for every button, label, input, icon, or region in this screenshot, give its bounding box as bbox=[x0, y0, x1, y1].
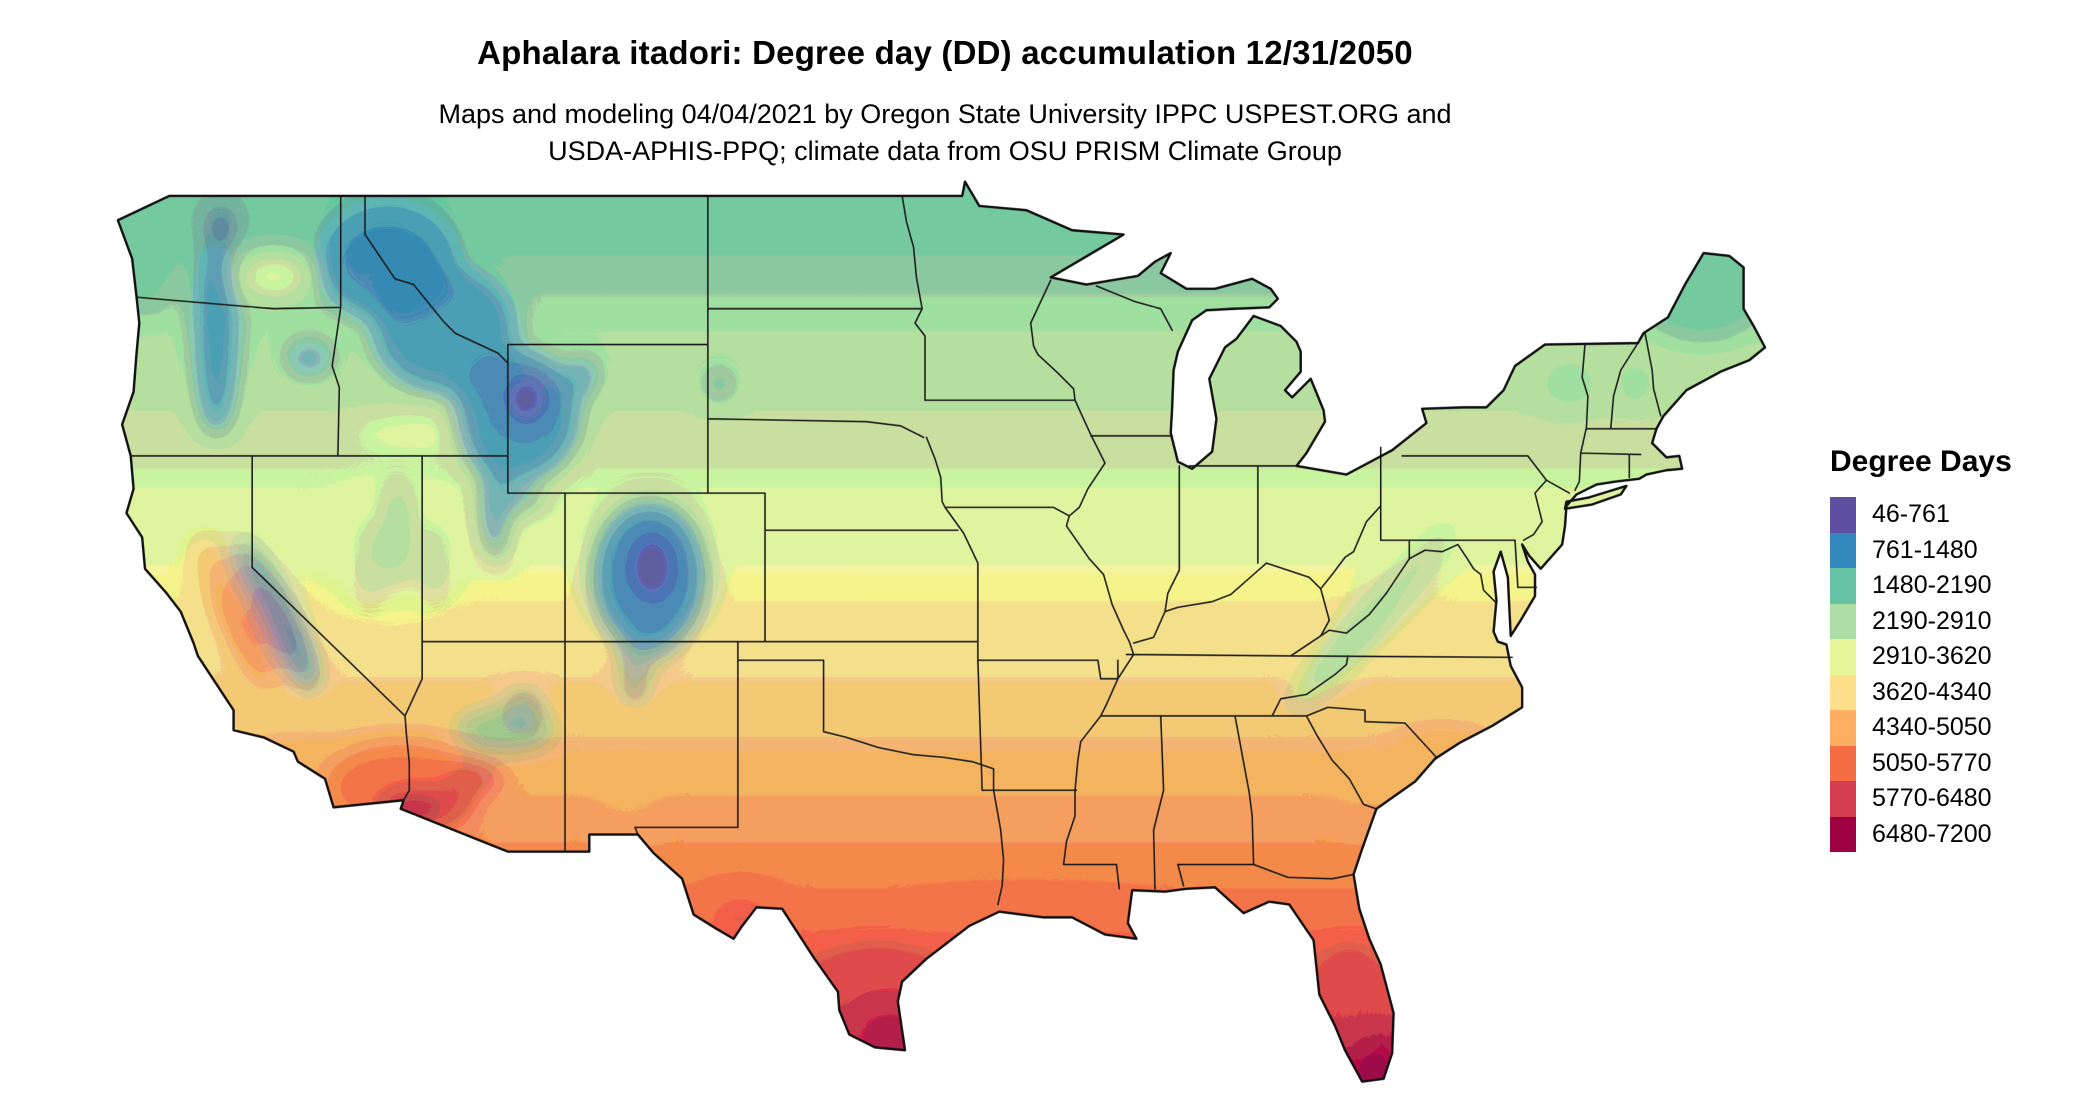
legend-title: Degree Days bbox=[1830, 445, 2012, 478]
legend-item-label: 761-1480 bbox=[1872, 535, 1978, 564]
legend-item: 4340-5050 bbox=[1830, 710, 2090, 746]
legend-swatch bbox=[1830, 710, 1856, 746]
legend-swatch bbox=[1830, 674, 1856, 710]
legend-item-label: 46-761 bbox=[1872, 500, 1950, 529]
map-subtitle: Maps and modeling 04/04/2021 by Oregon S… bbox=[0, 96, 1890, 170]
legend-swatch bbox=[1830, 497, 1856, 533]
legend-item: 2190-2910 bbox=[1830, 603, 2090, 639]
legend-swatch bbox=[1830, 639, 1856, 675]
legend-item-label: 1480-2190 bbox=[1872, 571, 1992, 600]
legend-item-label: 4340-5050 bbox=[1872, 713, 1992, 742]
legend-item-label: 2910-3620 bbox=[1872, 642, 1992, 671]
legend-item-label: 5050-5770 bbox=[1872, 748, 1992, 777]
page-title: Aphalara itadori: Degree day (DD) accumu… bbox=[477, 34, 1413, 71]
legend-item: 46-761 bbox=[1830, 497, 2090, 533]
legend-item-label: 2190-2910 bbox=[1872, 606, 1992, 635]
legend-swatch bbox=[1830, 816, 1856, 852]
subtitle-line-1: Maps and modeling 04/04/2021 by Oregon S… bbox=[438, 99, 1452, 129]
legend-item: 3620-4340 bbox=[1830, 674, 2090, 710]
legend-item: 2910-3620 bbox=[1830, 639, 2090, 675]
legend-item-label: 5770-6480 bbox=[1872, 784, 1992, 813]
legend-swatch bbox=[1830, 603, 1856, 639]
map-header: Aphalara itadori: Degree day (DD) accumu… bbox=[0, 34, 1890, 170]
legend-item-label: 3620-4340 bbox=[1872, 677, 1992, 706]
legend-item: 761-1480 bbox=[1830, 532, 2090, 568]
legend-swatch bbox=[1830, 745, 1856, 781]
state-borders bbox=[129, 195, 1662, 906]
legend-item: 6480-7200 bbox=[1830, 816, 2090, 852]
degree-day-raster bbox=[117, 181, 1765, 1082]
legend: Degree Days 46-761 761-1480 1480-2190 2190-… bbox=[1830, 445, 2090, 852]
subtitle-line-2: USDA-APHIS-PPQ; climate data from OSU PR… bbox=[548, 136, 1342, 166]
legend-item: 5050-5770 bbox=[1830, 745, 2090, 781]
legend-swatch bbox=[1830, 532, 1856, 568]
legend-items: 46-761 761-1480 1480-2190 2190-2910 2910-362… bbox=[1830, 497, 2090, 852]
us-degree-day-map bbox=[116, 180, 1767, 1083]
legend-item: 5770-6480 bbox=[1830, 781, 2090, 817]
legend-item-label: 6480-7200 bbox=[1872, 819, 1992, 848]
legend-item: 1480-2190 bbox=[1830, 568, 2090, 604]
legend-swatch bbox=[1830, 781, 1856, 817]
legend-swatch bbox=[1830, 568, 1856, 604]
